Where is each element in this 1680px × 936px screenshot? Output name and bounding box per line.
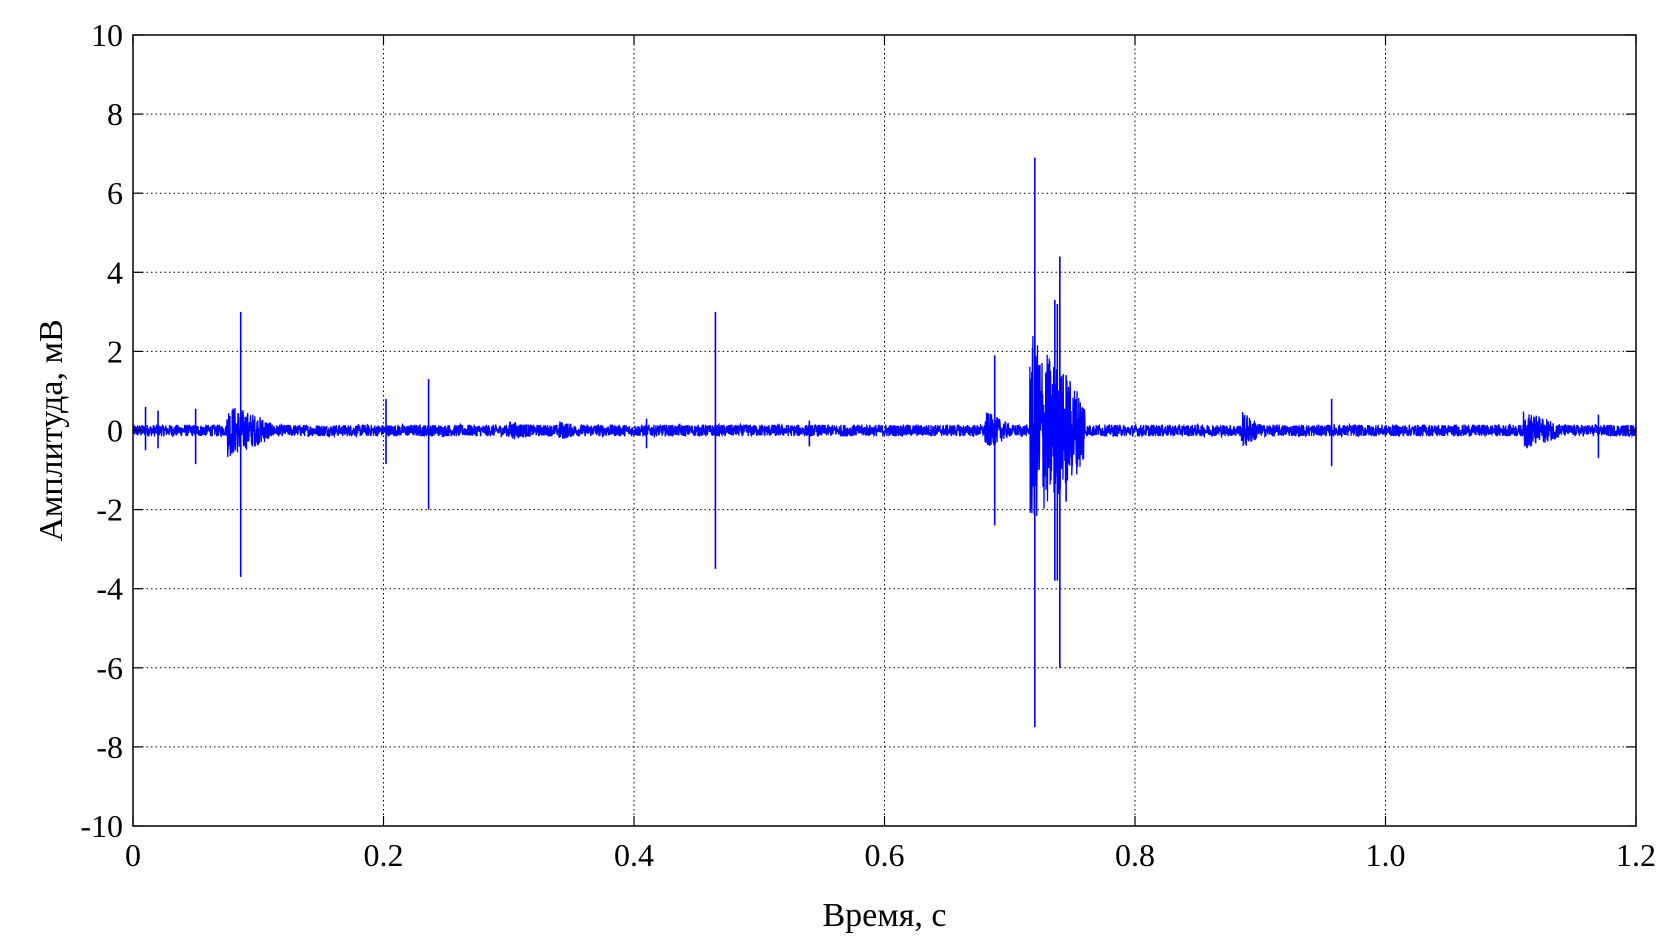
x-tick-label: 0 [125, 837, 141, 873]
grid [133, 35, 1636, 826]
y-tick-label: 2 [107, 333, 123, 369]
y-tick-label: -10 [80, 808, 123, 844]
y-tick-label: -4 [96, 571, 123, 607]
y-tick-label: 6 [107, 175, 123, 211]
x-tick-label: 0.8 [1115, 837, 1155, 873]
x-tick-label: 0.4 [614, 837, 654, 873]
x-axis-label: Время, с [822, 897, 946, 934]
y-tick-label: -8 [96, 729, 123, 765]
y-tick-label: -2 [96, 492, 123, 528]
y-axis-label: Амплитуда, мВ [33, 319, 70, 541]
y-tick-label: 10 [91, 17, 123, 53]
y-tick-label: 4 [107, 254, 123, 290]
signal-trace [132, 335, 1637, 516]
x-tick-label: 1.2 [1616, 837, 1656, 873]
x-tick-label: 1.0 [1366, 837, 1406, 873]
x-tick-label: 0.6 [865, 837, 905, 873]
ticks [132, 34, 1637, 827]
tick-labels: 0 0.2 0.4 0.6 0.8 1.0 1.2 10 8 6 4 2 0 -2 -4 -6 -8 -10 [80, 17, 1656, 873]
y-tick-label: 0 [107, 413, 123, 449]
x-tick-label: 0.2 [364, 837, 404, 873]
signal-series [132, 157, 1637, 728]
y-tick-label: 8 [107, 96, 123, 132]
y-tick-label: -6 [96, 650, 123, 686]
